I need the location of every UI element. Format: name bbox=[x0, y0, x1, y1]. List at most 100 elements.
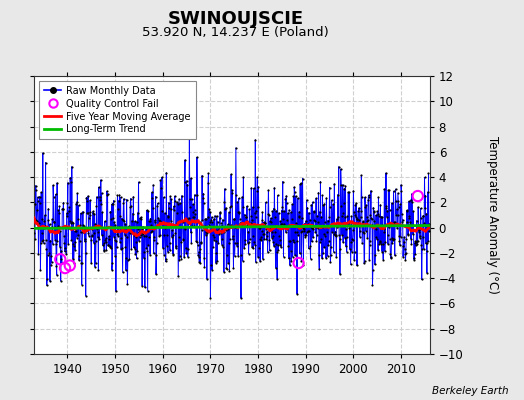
Point bbox=[156, 232, 164, 238]
Point bbox=[293, 229, 302, 235]
Point bbox=[119, 200, 128, 206]
Point bbox=[163, 249, 172, 255]
Point bbox=[200, 255, 208, 262]
Point bbox=[413, 238, 422, 244]
Point bbox=[119, 217, 127, 223]
Point bbox=[61, 265, 69, 271]
Point bbox=[368, 222, 376, 228]
Point bbox=[101, 236, 110, 243]
Point bbox=[271, 265, 280, 271]
Point bbox=[260, 219, 269, 226]
Point bbox=[254, 254, 263, 260]
Point bbox=[342, 226, 351, 232]
Point bbox=[364, 197, 373, 203]
Point bbox=[344, 218, 353, 225]
Point bbox=[280, 221, 289, 227]
Point bbox=[103, 188, 111, 194]
Point bbox=[204, 180, 212, 186]
Point bbox=[260, 231, 269, 237]
Point bbox=[337, 232, 346, 238]
Point bbox=[208, 219, 216, 225]
Point bbox=[193, 192, 202, 198]
Point bbox=[104, 242, 112, 248]
Point bbox=[172, 243, 180, 250]
Point bbox=[405, 198, 413, 204]
Point bbox=[212, 260, 220, 266]
Point bbox=[359, 219, 367, 226]
Point bbox=[364, 217, 372, 223]
Point bbox=[213, 219, 222, 225]
Point bbox=[184, 246, 192, 252]
Point bbox=[333, 216, 341, 222]
Point bbox=[229, 233, 237, 240]
Point bbox=[321, 222, 330, 229]
Point bbox=[325, 184, 334, 191]
Point bbox=[195, 219, 204, 225]
Point bbox=[128, 229, 136, 235]
Point bbox=[340, 185, 348, 192]
Point bbox=[103, 192, 111, 198]
Point bbox=[30, 215, 39, 221]
Point bbox=[327, 244, 335, 250]
Point bbox=[49, 241, 57, 247]
Point bbox=[60, 232, 68, 239]
Point bbox=[311, 228, 320, 235]
Point bbox=[344, 189, 353, 196]
Point bbox=[126, 204, 134, 210]
Point bbox=[325, 214, 333, 220]
Point bbox=[385, 207, 394, 213]
Point bbox=[289, 237, 297, 244]
Point bbox=[133, 248, 141, 254]
Point bbox=[33, 206, 41, 213]
Point bbox=[301, 218, 310, 224]
Point bbox=[361, 204, 369, 210]
Point bbox=[244, 228, 253, 235]
Text: Berkeley Earth: Berkeley Earth bbox=[432, 386, 508, 396]
Point bbox=[163, 242, 171, 249]
Point bbox=[336, 271, 344, 277]
Point bbox=[134, 210, 142, 216]
Point bbox=[196, 259, 204, 266]
Point bbox=[133, 255, 141, 262]
Point bbox=[106, 244, 114, 250]
Point bbox=[415, 229, 423, 235]
Point bbox=[381, 239, 389, 246]
Point bbox=[408, 199, 417, 206]
Point bbox=[269, 233, 277, 239]
Point bbox=[49, 182, 57, 188]
Point bbox=[37, 240, 45, 246]
Point bbox=[181, 226, 190, 232]
Point bbox=[173, 200, 182, 207]
Point bbox=[278, 221, 286, 227]
Point bbox=[185, 196, 194, 202]
Point bbox=[307, 255, 315, 262]
Point bbox=[160, 232, 169, 238]
Point bbox=[397, 234, 405, 240]
Point bbox=[157, 185, 165, 192]
Point bbox=[182, 245, 190, 252]
Point bbox=[118, 269, 127, 276]
Point bbox=[98, 209, 106, 216]
Point bbox=[213, 213, 221, 219]
Point bbox=[268, 235, 276, 241]
Point bbox=[425, 221, 433, 227]
Point bbox=[372, 234, 380, 240]
Point bbox=[387, 255, 395, 261]
Point bbox=[361, 258, 369, 264]
Point bbox=[321, 218, 329, 225]
Point bbox=[231, 223, 239, 230]
Point bbox=[211, 238, 220, 244]
Point bbox=[83, 210, 92, 217]
Point bbox=[57, 278, 65, 284]
Point bbox=[105, 236, 113, 242]
Point bbox=[56, 243, 64, 250]
Point bbox=[83, 210, 92, 216]
Point bbox=[357, 172, 366, 178]
Point bbox=[165, 205, 173, 212]
Point bbox=[281, 225, 289, 231]
Point bbox=[340, 210, 348, 216]
Point bbox=[146, 251, 154, 258]
Point bbox=[59, 206, 67, 212]
Point bbox=[330, 249, 338, 255]
Point bbox=[380, 226, 388, 233]
